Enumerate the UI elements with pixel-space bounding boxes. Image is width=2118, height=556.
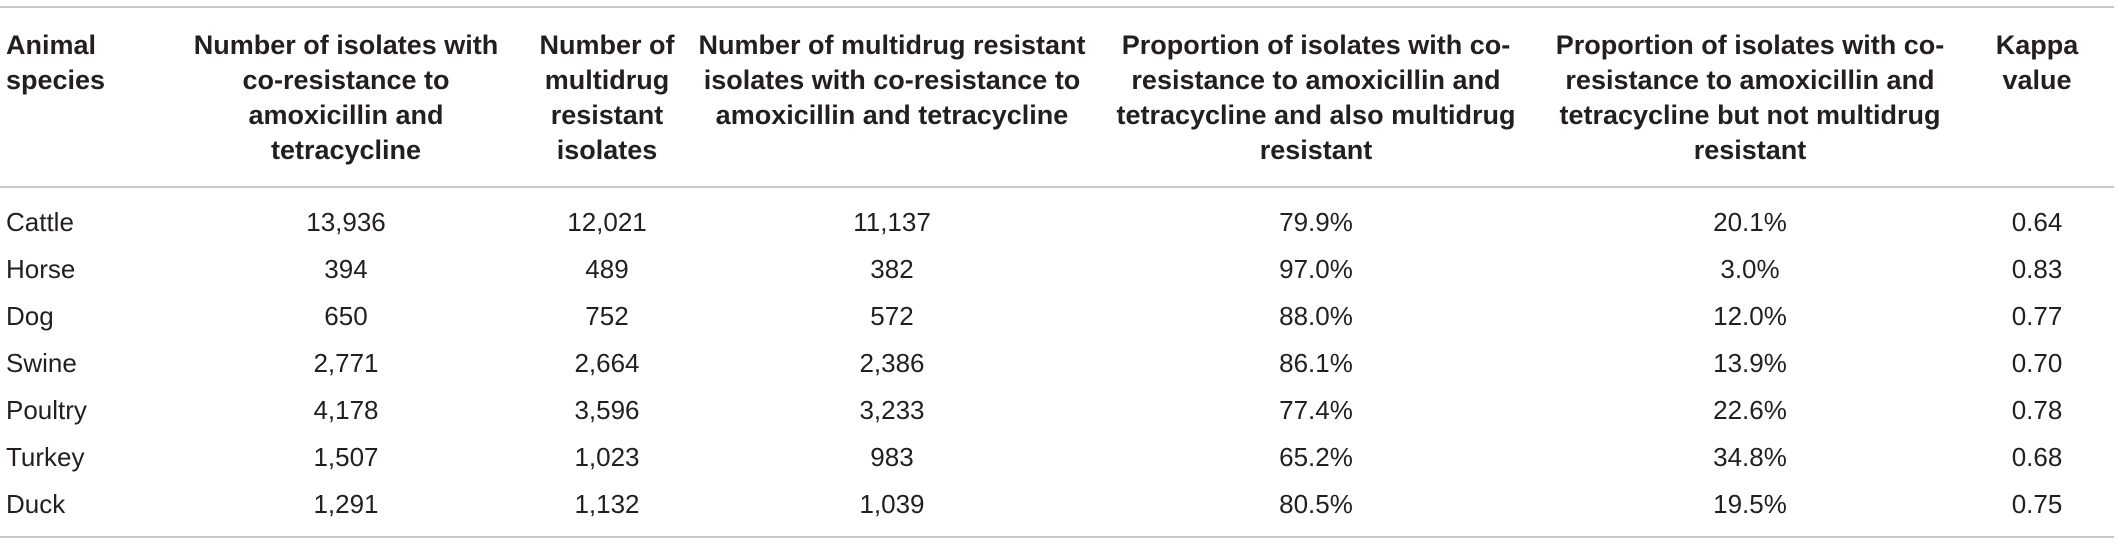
- cell-multidrug-coresistance: 572: [870, 301, 914, 331]
- cell-coresistance: 1,291: [170, 481, 522, 538]
- cell-species: Turkey: [6, 442, 85, 472]
- cell-kappa: 0.83: [2011, 254, 2063, 284]
- cell-multidrug-coresistance: 1,039: [692, 481, 1092, 538]
- cell-coresistance: 394: [324, 254, 368, 284]
- cell-proportion-multidrug: 77.4%: [1279, 395, 1353, 425]
- header-animal-species: Animal species: [0, 6, 170, 188]
- table-row: Cattle 13,936 12,021 11,137 79.9% 20.1% …: [0, 187, 2114, 246]
- cell-kappa: 0.68: [2011, 442, 2063, 472]
- cell-multidrug-coresistance: 11,137: [853, 206, 931, 237]
- cell-species: Poultry: [6, 395, 87, 425]
- cell-proportion-multidrug: 97.0%: [1279, 254, 1353, 284]
- cell-proportion-not-multidrug: 34.8%: [1713, 442, 1787, 472]
- cell-proportion-multidrug: 79.9%: [1279, 206, 1353, 237]
- cell-species: Dog: [6, 301, 54, 331]
- header-coresistance-count: Number of isolates with co-resistance to…: [170, 6, 522, 188]
- table-row: Turkey 1,507 1,023 983 65.2% 34.8% 0.68: [0, 434, 2114, 481]
- table-row: Dog 650 752 572 88.0% 12.0% 0.77: [0, 293, 2114, 340]
- cell-multidrug: 1,023: [574, 442, 640, 472]
- cell-kappa: 0.64: [2011, 206, 2063, 237]
- cell-species: Duck: [0, 481, 170, 538]
- cell-kappa: 0.77: [2011, 301, 2063, 331]
- header-row: Animal species Number of isolates with c…: [0, 6, 2114, 188]
- cell-species: Swine: [6, 348, 77, 378]
- table-row: Poultry 4,178 3,596 3,233 77.4% 22.6% 0.…: [0, 387, 2114, 434]
- cell-multidrug: 2,664: [574, 348, 640, 378]
- cell-multidrug-coresistance: 382: [870, 254, 914, 284]
- cell-species: Cattle: [6, 206, 74, 237]
- table-row: Horse 394 489 382 97.0% 3.0% 0.83: [0, 246, 2114, 293]
- cell-coresistance: 650: [324, 301, 368, 331]
- header-proportion-not-multidrug: Proportion of isolates with co-resistanc…: [1540, 6, 1960, 188]
- header-proportion-multidrug: Proportion of isolates with co-resistanc…: [1092, 6, 1540, 188]
- cell-proportion-multidrug: 88.0%: [1279, 301, 1353, 331]
- cell-proportion-not-multidrug: 19.5%: [1540, 481, 1960, 538]
- cell-kappa: 0.78: [2011, 395, 2063, 425]
- cell-species: Horse: [6, 254, 76, 284]
- cell-proportion-not-multidrug: 3.0%: [1720, 254, 1780, 284]
- cell-proportion-not-multidrug: 13.9%: [1713, 348, 1787, 378]
- cell-multidrug-coresistance: 3,233: [859, 395, 925, 425]
- cell-coresistance: 13,936: [306, 206, 386, 237]
- table-row: Duck 1,291 1,132 1,039 80.5% 19.5% 0.75: [0, 481, 2114, 538]
- cell-coresistance: 2,771: [313, 348, 379, 378]
- cell-proportion-not-multidrug: 22.6%: [1713, 395, 1787, 425]
- header-multidrug-coresistance-count: Number of multidrug resistant isolates w…: [692, 6, 1092, 188]
- cell-proportion-multidrug: 86.1%: [1279, 348, 1353, 378]
- cell-multidrug: 3,596: [574, 395, 640, 425]
- cell-kappa: 0.75: [1960, 481, 2114, 538]
- cell-proportion-not-multidrug: 20.1%: [1713, 206, 1787, 237]
- cell-multidrug: 1,132: [522, 481, 692, 538]
- data-table: Animal species Number of isolates with c…: [0, 6, 2114, 538]
- table-row: Swine 2,771 2,664 2,386 86.1% 13.9% 0.70: [0, 340, 2114, 387]
- header-multidrug-count: Number of multidrug resistant isolates: [522, 6, 692, 188]
- cell-multidrug-coresistance: 983: [870, 442, 914, 472]
- table-header: Animal species Number of isolates with c…: [0, 6, 2114, 188]
- cell-kappa: 0.70: [2011, 348, 2063, 378]
- cell-multidrug: 12,021: [567, 206, 647, 237]
- header-kappa: Kappa value: [1960, 6, 2114, 188]
- cell-proportion-multidrug: 65.2%: [1279, 442, 1353, 472]
- cell-proportion-not-multidrug: 12.0%: [1713, 301, 1787, 331]
- table-body: Cattle 13,936 12,021 11,137 79.9% 20.1% …: [0, 187, 2114, 538]
- cell-proportion-multidrug: 80.5%: [1092, 481, 1540, 538]
- cell-coresistance: 1,507: [313, 442, 379, 472]
- cell-coresistance: 4,178: [313, 395, 379, 425]
- cell-multidrug-coresistance: 2,386: [859, 348, 925, 378]
- cell-multidrug: 489: [585, 254, 629, 284]
- cell-multidrug: 752: [585, 301, 629, 331]
